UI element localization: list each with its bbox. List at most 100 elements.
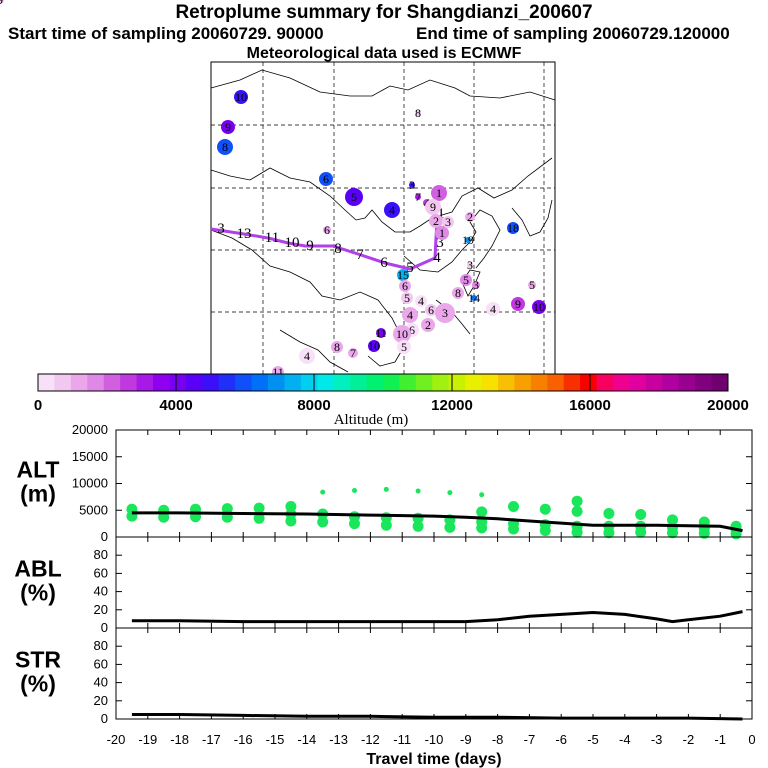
colorbar-swatch [432, 374, 450, 391]
plume-cluster-dot [528, 281, 536, 289]
x-axis-label: Travel time (days) [366, 751, 501, 768]
x-tick-label: -7 [524, 732, 536, 747]
altitude-point [476, 506, 488, 518]
plume-cluster-label: 11 [272, 365, 284, 379]
trajectory-line [210, 217, 439, 271]
y-tick-label: 20000 [72, 422, 108, 437]
series-line-str [131, 713, 743, 721]
y-tick-label: 40 [94, 584, 108, 599]
x-tick-label: -13 [329, 732, 348, 747]
x-tick-label: -3 [651, 732, 663, 747]
plume-cluster-label: 19 [462, 233, 474, 247]
altitude-point [667, 514, 678, 526]
plume-cluster-dot [486, 302, 500, 316]
colorbar-swatch [251, 374, 269, 391]
plume-cluster-label: 2 [467, 210, 473, 224]
plume-cluster-label: 4 [490, 302, 496, 316]
x-tick-label: -19 [138, 732, 157, 747]
colorbar-swatch [662, 374, 680, 391]
plume-cluster-dot [0, 0, 4, 4]
colorbar-tick-label: 16000 [569, 397, 611, 414]
plume-cluster-label: 3 [442, 306, 448, 320]
colorbar-swatch [596, 374, 614, 391]
colorbar-swatch [70, 374, 88, 391]
plume-cluster-dot [393, 325, 411, 343]
panel-ylabel: ABL [14, 556, 61, 582]
colorbar-swatch [383, 374, 400, 391]
altitude-point [349, 511, 360, 523]
x-tick-label: -17 [202, 732, 221, 747]
y-tick-label: 60 [94, 565, 108, 580]
plume-cluster-dot [376, 328, 386, 338]
plume-cluster-label: 5 [401, 340, 407, 354]
plume-cluster-label: 10 [235, 90, 247, 104]
panel-ylabel: STR [15, 647, 61, 673]
colorbar-swatch [563, 374, 581, 391]
plume-cluster-label: 4 [389, 203, 395, 217]
colorbar-tick-label: 8000 [297, 397, 330, 414]
plume-cluster-dot [234, 90, 248, 104]
plume-cluster-label: 8 [334, 340, 340, 354]
plume-cluster-label: 3 [467, 258, 473, 272]
trajectory-label: 3 [436, 235, 444, 251]
plume-cluster-label: 6 [402, 279, 408, 293]
colorbar-swatch [645, 374, 663, 391]
colorbar-tick-label: 12000 [431, 397, 473, 414]
colorbar-swatch [202, 374, 220, 391]
trajectory-label: 7 [356, 247, 364, 263]
plume-cluster-label: 4 [407, 308, 413, 322]
plume-cluster-label: 6 [324, 223, 330, 237]
plume-cluster-dot [401, 292, 413, 304]
x-tick-label: -9 [460, 732, 472, 747]
x-tick-label: -11 [393, 732, 411, 747]
x-tick-label: -6 [555, 732, 567, 747]
sampling-start-label: Start time of sampling 20060729. 90000 [8, 24, 324, 43]
x-tick-label: -20 [107, 732, 126, 747]
colorbar-swatch [613, 374, 630, 391]
y-tick-label: 10000 [72, 476, 108, 491]
plume-cluster-dot [409, 182, 415, 188]
map-coastlines [210, 69, 556, 373]
colorbar-swatch [268, 374, 285, 391]
altitude-point [571, 505, 583, 517]
y-tick-label: 80 [94, 547, 108, 562]
x-tick-label: -5 [587, 732, 599, 747]
plume-cluster-label: 18 [507, 221, 519, 235]
plume-cluster-label: 3 [409, 178, 415, 192]
plume-clusters: 1098654374192132181935831451565462346491… [0, 0, 546, 379]
x-tick-label: -8 [492, 732, 504, 747]
plume-cluster-dot [402, 307, 418, 323]
chart-title: Retroplume summary for Shangdianzi_20060… [175, 2, 593, 23]
plume-cluster-label: 7 [415, 190, 421, 204]
plume-cluster-label: 1 [439, 226, 445, 240]
plume-cluster-label: 4 [304, 349, 310, 363]
trajectory-label: 8 [334, 241, 342, 257]
x-tick-label: -4 [619, 732, 631, 747]
plume-cluster-dot [465, 237, 471, 243]
plume-cluster-label: 5 [463, 273, 469, 287]
altitude-point [571, 495, 583, 507]
plume-cluster-dot [532, 300, 546, 314]
colorbar-swatch [300, 374, 318, 391]
colorbar-swatch [54, 374, 72, 391]
plume-cluster-label: 9 [225, 120, 231, 134]
colorbar-swatch [629, 374, 647, 391]
plume-cluster-dot [465, 212, 475, 222]
colorbar-swatch [530, 374, 548, 391]
plume-cluster-label: 7 [350, 346, 356, 360]
colorbar-swatch [120, 374, 138, 391]
colorbar-swatch [448, 374, 466, 391]
plume-cluster-label: 6 [409, 323, 415, 337]
plume-cluster-dot [507, 222, 519, 234]
colorbar-swatch [350, 374, 368, 391]
colorbar-tick-label: 0 [34, 397, 42, 414]
altitude-point [317, 516, 329, 528]
altitude-point [285, 501, 297, 512]
y-tick-label: 80 [94, 638, 108, 653]
y-tick-label: 40 [94, 675, 108, 690]
trajectory-labels: 3131110987654321 [217, 206, 446, 276]
plume-cluster-dot [425, 199, 441, 215]
colorbar-swatch [514, 374, 532, 391]
altitude-colorbar: 0 4000 8000 12000 16000 20000 Altitude (m) [34, 373, 749, 428]
